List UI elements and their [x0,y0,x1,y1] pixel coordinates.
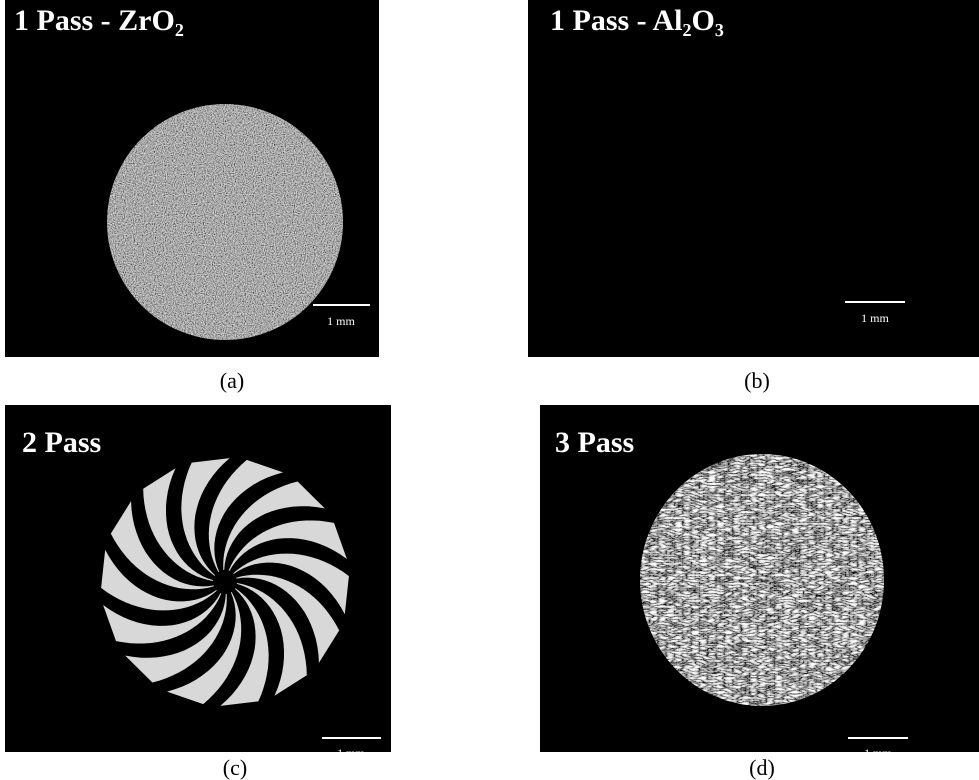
scale-label: 1 mm [337,746,365,760]
caption: (b) [744,368,770,393]
page: 1 Pass - ZrO₂ 1 mm (a) 1 Pass - Al₂O₃ 1 … [0,0,979,780]
sample-disc [107,104,343,340]
caption: (d) [749,755,775,780]
panel-title: 2 Pass [22,426,101,459]
panel-title: 1 Pass - Al₂O₃ [550,4,724,37]
caption: (c) [223,755,247,780]
figure: 1 Pass - ZrO₂ 1 mm (a) 1 Pass - Al₂O₃ 1 … [0,0,979,780]
sample-disc [640,454,884,706]
scale-label: 1 mm [861,311,889,325]
panel-title: 3 Pass [555,426,634,459]
micrograph [528,0,979,357]
caption: (a) [220,368,244,393]
panel-title: 1 Pass - ZrO₂ [14,4,184,37]
scale-label: 1 mm [327,314,355,328]
scale-label: 1 mm [864,746,892,760]
